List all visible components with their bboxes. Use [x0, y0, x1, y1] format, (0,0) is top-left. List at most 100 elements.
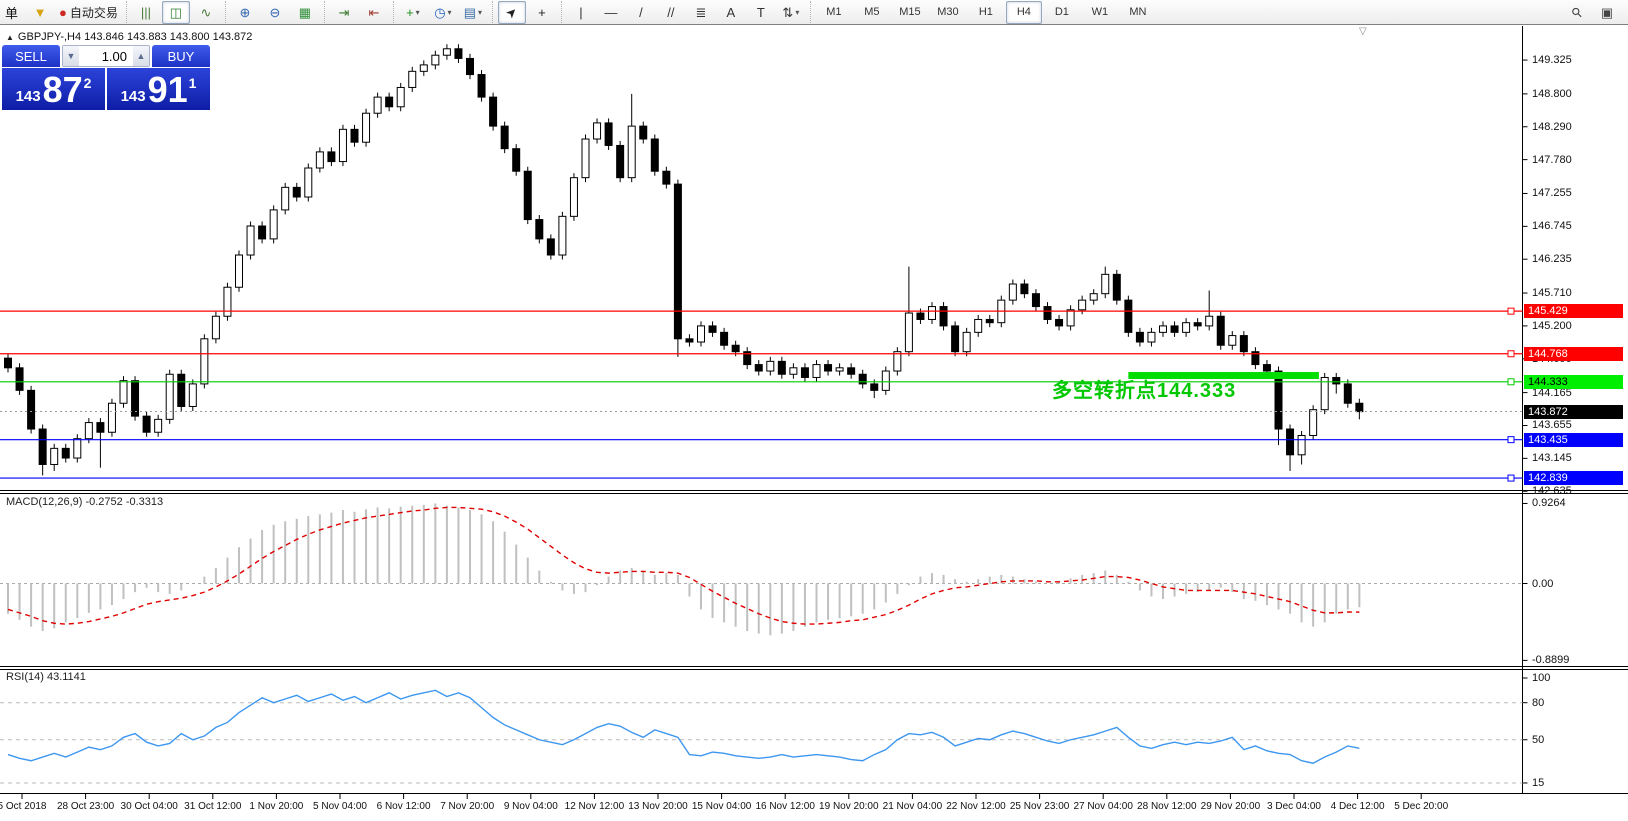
axis-label: 146.745 — [1532, 220, 1572, 233]
pivot-point-annotation: 多空转折点144.333 — [1052, 380, 1237, 402]
timeframe-button-m15[interactable]: M15 — [899, 6, 921, 18]
axis-label: 147.780 — [1532, 153, 1572, 166]
text-icon[interactable]: A — [726, 4, 736, 20]
symbol-info-line: ▲ GBPJPY-,H4 143.846 143.883 143.800 143… — [6, 31, 252, 43]
time-axis-label: 21 Nov 04:00 — [882, 801, 943, 812]
chart-shift-icon[interactable]: ⇤ — [368, 4, 380, 20]
timeframe-button-m30[interactable]: M30 — [937, 6, 959, 18]
chevron-down-icon[interactable]: ▾ — [447, 7, 452, 17]
equidistant-channel-icon[interactable]: // — [667, 4, 675, 20]
toolbar-group: ⊕ ⊖ ▦ — [224, 1, 324, 23]
timeframe-button-m5[interactable]: M5 — [864, 6, 880, 18]
buy-price-display[interactable]: 143 91 1 — [107, 68, 210, 110]
new-order-button-partial[interactable]: 单 — [5, 5, 19, 21]
price-badge: 143.435 — [1524, 432, 1623, 447]
sell-button[interactable]: SELL — [2, 45, 60, 67]
time-axis-label: 28 Nov 12:00 — [1137, 801, 1197, 812]
axis-label: 149.325 — [1532, 54, 1572, 67]
community-icon[interactable]: ▣ — [1600, 5, 1614, 20]
toolbar-group: ➤ + — [491, 0, 561, 24]
toolbar-right-icons: ⚲ ▣ — [1562, 0, 1622, 25]
timeframe-button-d1[interactable]: D1 — [1054, 6, 1069, 18]
crosshair-icon[interactable]: + — [538, 4, 546, 20]
text-label-icon[interactable]: T — [756, 4, 765, 20]
axis-label: 15 — [1532, 776, 1545, 789]
buy-button[interactable]: BUY — [152, 45, 210, 67]
price-badge: 144.333 — [1524, 374, 1623, 389]
cursor-icon[interactable]: ➤ — [497, 0, 526, 24]
candlestick-chart-icon[interactable]: ◫ — [161, 0, 190, 24]
toolbar-button-groups: ▼ ● 自动交易 ||| ◫ ∿ ⊕ ⊖ ▦ ⇥ ⇤ + ▾ ◷ ▾ ▤ ▾ ➤ + | — ///≣ A T ⇅ ▾ — [21, 0, 810, 24]
bar-chart-icon[interactable]: ||| — [140, 4, 151, 20]
line-handle — [1507, 378, 1515, 386]
timeframe-button-h4[interactable]: H4 — [1005, 0, 1042, 24]
sell-price-display[interactable]: 143 87 2 — [2, 68, 105, 110]
toolbar-group: | — ///≣ A T ⇅ ▾ — [560, 1, 810, 23]
axis-label: 147.255 — [1532, 187, 1572, 200]
time-axis-label: 1 Nov 20:00 — [249, 801, 304, 812]
horizontal-line-icon[interactable]: — — [604, 4, 618, 20]
autotrading-button[interactable]: ● 自动交易 — [59, 4, 118, 20]
fibonacci-icon[interactable]: ≣ — [695, 4, 707, 20]
line-chart-icon[interactable]: ∿ — [200, 4, 212, 20]
symbol-ohlc-text: GBPJPY-,H4 143.846 143.883 143.800 143.8… — [17, 31, 253, 43]
price-badge: 145.429 — [1524, 304, 1623, 319]
time-axis-label: 28 Oct 23:00 — [56, 801, 115, 812]
axis-label: 146.235 — [1532, 253, 1572, 266]
price-badge: 144.768 — [1524, 346, 1623, 361]
axis-label: 145.200 — [1532, 319, 1572, 332]
timeframe-button-mn[interactable]: MN — [1129, 6, 1147, 18]
axis-label: 100 — [1532, 672, 1551, 684]
rsi-indicator-label: RSI(14) 43.1141 — [6, 671, 86, 683]
time-axis-label: 5 Dec 20:00 — [1394, 801, 1449, 812]
templates-icon[interactable]: ▤ ▾ — [463, 4, 483, 20]
indicators-icon[interactable]: + ▾ — [406, 4, 420, 20]
rsi-line — [7, 689, 1360, 764]
volume-decrease-button[interactable]: ▼ — [63, 46, 79, 66]
time-axis-label: 27 Nov 04:00 — [1073, 801, 1133, 812]
chevron-down-icon[interactable]: ▾ — [415, 7, 420, 17]
volume-value[interactable]: 1.00 — [101, 48, 127, 64]
line-handle — [1507, 350, 1515, 358]
collapse-panel-arrow-icon[interactable]: ▲ — [6, 32, 14, 42]
time-axis-label: 13 Nov 20:00 — [628, 801, 688, 812]
timeframe-button-w1[interactable]: W1 — [1091, 6, 1109, 18]
timeframe-button-h1[interactable]: H1 — [978, 6, 993, 18]
axis-label: 0.00 — [1532, 577, 1554, 590]
tile-windows-icon[interactable]: ▦ — [298, 4, 312, 20]
search-icon[interactable]: ⚲ — [1568, 3, 1586, 22]
axis-label: 143.145 — [1532, 452, 1572, 465]
time-axis-label: 12 Nov 12:00 — [564, 801, 625, 812]
time-axis-label: 22 Nov 12:00 — [946, 801, 1006, 812]
chevron-down-icon[interactable]: ▾ — [795, 7, 800, 17]
axis-label: 143.655 — [1532, 419, 1572, 432]
auto-scroll-icon[interactable]: ⇥ — [338, 4, 350, 20]
toolbar-group: ||| ◫ ∿ — [125, 0, 225, 24]
volume-increase-button[interactable]: ▲ — [133, 46, 149, 66]
toolbar-group: ⇥ ⇤ — [323, 1, 393, 23]
axis-label: 142.635 — [1532, 485, 1572, 498]
periods-icon[interactable]: ◷ ▾ — [434, 4, 452, 20]
axis-label: -0.8899 — [1532, 654, 1570, 667]
one-click-trading-panel: SELL ▼ 1.00 ▲ BUY 143 87 2 143 91 1 — [2, 45, 210, 110]
zoom-in-icon[interactable]: ⊕ — [239, 4, 251, 20]
candles-group — [4, 44, 1364, 476]
trendline-icon[interactable]: / — [639, 4, 643, 20]
axis-label: 148.800 — [1532, 87, 1572, 100]
toolbar-group: ▼ ● 自动交易 — [21, 1, 126, 23]
vertical-line-icon[interactable]: | — [579, 4, 583, 20]
funnel-icon[interactable]: ▼ — [33, 4, 47, 20]
time-axis-label: 31 Oct 12:00 — [184, 801, 242, 812]
time-axis-label: 4 Dec 12:00 — [1330, 801, 1385, 812]
macd-indicator-label: MACD(12,26,9) -0.2752 -0.3313 — [6, 496, 164, 508]
timeframe-button-m1[interactable]: M1 — [826, 6, 842, 18]
zoom-out-icon[interactable]: ⊖ — [269, 4, 281, 20]
chart-shift-marker-icon[interactable]: ▽ — [1359, 26, 1367, 37]
arrows-icon[interactable]: ⇅ ▾ — [782, 4, 800, 20]
chevron-down-icon[interactable]: ▾ — [478, 7, 483, 17]
axis-label: 144.165 — [1532, 386, 1572, 399]
timeframe-button-group: M1 M5 M15 M30 H1 H4 D1 W1 MN — [809, 0, 1161, 24]
line-handle — [1507, 474, 1515, 482]
macd-histogram — [7, 503, 1361, 636]
